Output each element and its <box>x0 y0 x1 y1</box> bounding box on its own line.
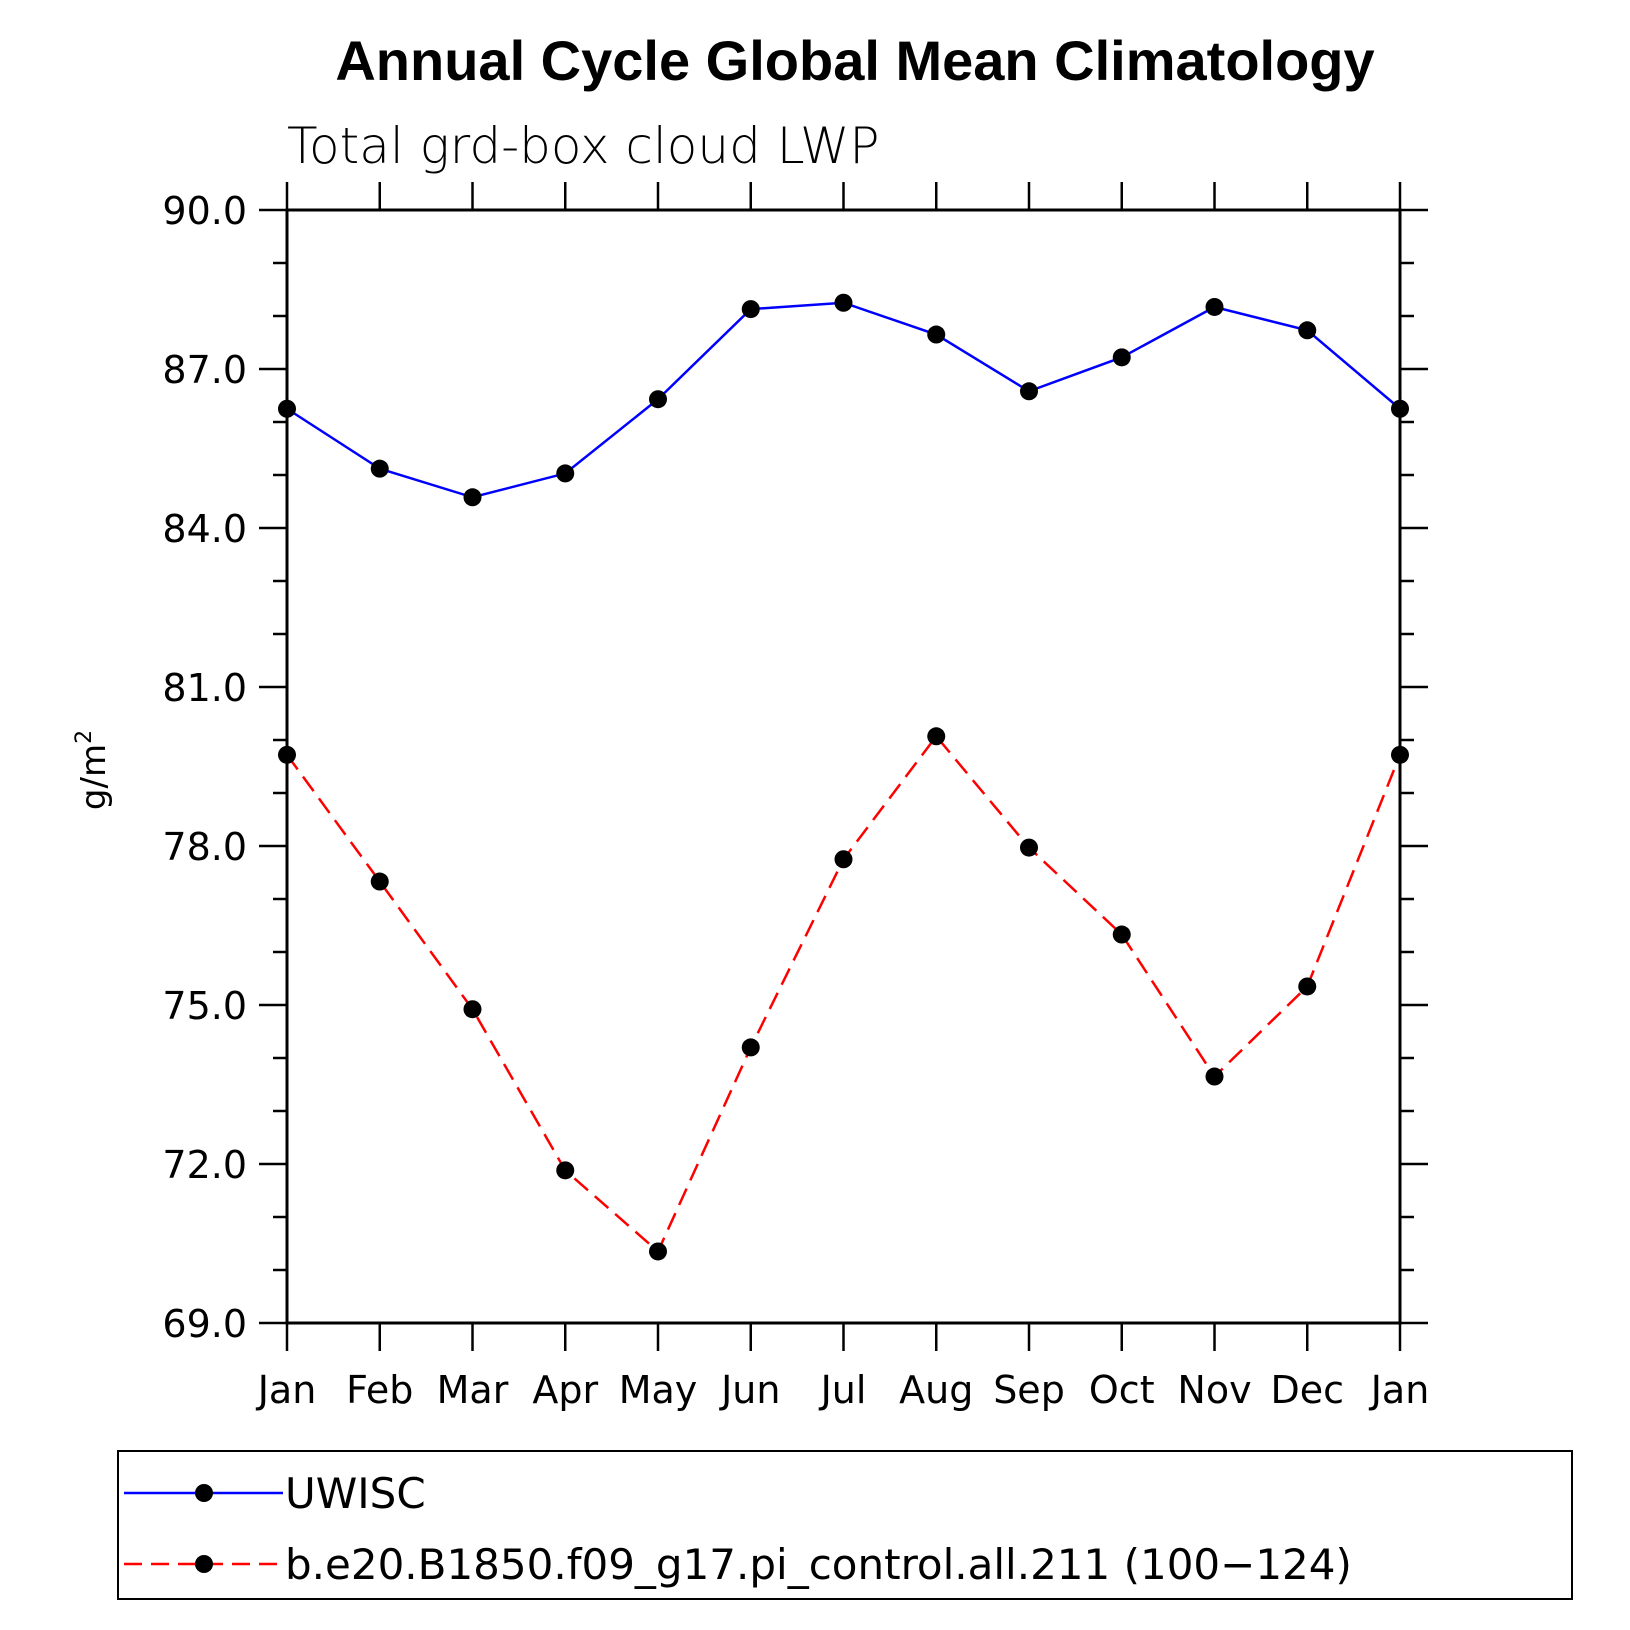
y-tick-label: 84.0 <box>162 507 247 551</box>
plot-frame <box>285 208 1402 1325</box>
series-point <box>463 488 482 507</box>
x-tick-label: Oct <box>1089 1368 1155 1412</box>
chart-title: Annual Cycle Global Mean Climatology <box>335 29 1374 92</box>
legend-label: UWISC <box>285 1469 426 1518</box>
series-2 <box>278 727 1409 1261</box>
series-point <box>370 872 389 891</box>
series-point <box>463 1000 482 1019</box>
chart-subtitle: Total grd-box cloud LWP <box>287 117 880 175</box>
y-axis-label-base: g/m <box>74 744 114 810</box>
x-tick-label: Nov <box>1177 1368 1251 1412</box>
series-point <box>834 850 853 869</box>
series-point <box>1112 925 1131 944</box>
y-tick-label: 69.0 <box>162 1302 247 1346</box>
x-tick-label: Aug <box>899 1368 973 1412</box>
series-point <box>1298 977 1317 996</box>
x-tick-label: Jun <box>719 1368 780 1412</box>
series-point <box>370 459 389 478</box>
legend-label: b.e20.B1850.f09_g17.pi_control.all.211 (… <box>285 1540 1352 1589</box>
series-point <box>834 293 853 312</box>
y-axis-label: g/m2 <box>72 730 114 810</box>
series-point <box>1391 399 1409 418</box>
series-point <box>649 390 667 409</box>
series-point <box>1205 297 1224 316</box>
series-point <box>278 399 296 418</box>
x-tick-label: Jan <box>256 1368 317 1412</box>
legend-item-1: UWISC <box>124 1469 426 1518</box>
series-layer <box>278 293 1409 1261</box>
series-point <box>1020 382 1038 401</box>
legend-items: UWISC b.e20.B1850.f09_g17.pi_control.all.… <box>124 1469 1352 1589</box>
series-point <box>1205 1067 1224 1086</box>
x-tick-label: Jan <box>1369 1368 1430 1412</box>
series-point <box>741 1038 760 1057</box>
y-tick-label: 87.0 <box>162 348 247 392</box>
series-point <box>556 464 575 483</box>
y-tick-label: 90.0 <box>162 189 247 233</box>
series-point <box>649 1242 667 1261</box>
legend-marker <box>195 1555 213 1573</box>
x-tick-label: Mar <box>437 1368 509 1412</box>
y-axis-label-superscript: 2 <box>72 730 97 744</box>
series-point <box>927 325 946 344</box>
series-point <box>1112 348 1131 367</box>
series-point <box>1020 838 1038 857</box>
x-tick-labels: Jan Feb Mar Apr May Jun Jul Aug Sep Oct Nov Dec Jan <box>256 1368 1430 1412</box>
series-point <box>556 1161 575 1180</box>
y-tick-label: 75.0 <box>162 984 247 1028</box>
legend: UWISC b.e20.B1850.f09_g17.pi_control.all.… <box>117 1450 1573 1600</box>
y-tick-label: 72.0 <box>162 1143 247 1187</box>
series-point <box>278 745 296 764</box>
x-tick-label: Sep <box>993 1368 1065 1412</box>
series-point <box>1391 745 1409 764</box>
legend-box <box>117 1450 1573 1600</box>
x-tick-label: Apr <box>532 1368 598 1412</box>
x-tick-label: Jul <box>819 1368 867 1412</box>
series-line <box>285 734 1402 1254</box>
legend-item-2: b.e20.B1850.f09_g17.pi_control.all.211 (… <box>124 1540 1352 1589</box>
y-tick-label: 81.0 <box>162 666 247 710</box>
series-point <box>927 727 946 746</box>
y-tick-label: 78.0 <box>162 825 247 869</box>
y-tick-labels: 69.0 72.0 75.0 78.0 81.0 84.0 87.0 90.0 <box>162 189 247 1346</box>
series-1 <box>278 293 1409 507</box>
series-line <box>286 301 1401 499</box>
x-tick-label: Feb <box>346 1368 413 1412</box>
series-point <box>741 300 760 319</box>
ticks <box>259 182 1428 1351</box>
axes <box>285 208 1402 1325</box>
legend-marker <box>195 1484 213 1502</box>
x-tick-label: May <box>619 1368 698 1412</box>
x-tick-label: Dec <box>1270 1368 1344 1412</box>
series-point <box>1298 321 1317 340</box>
